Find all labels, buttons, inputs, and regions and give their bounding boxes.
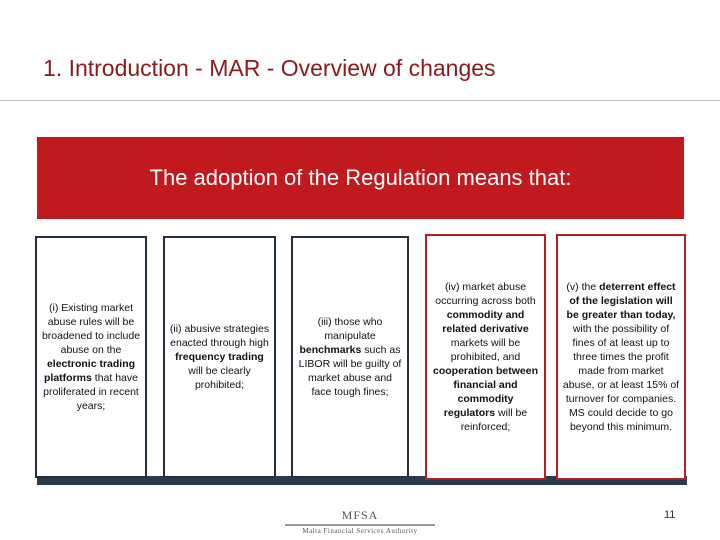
card-text: (i) Existing market abuse rules will be …	[41, 301, 141, 413]
card-text-segment: will be reinforced;	[460, 407, 528, 433]
card-benchmarks: (iii) those who manipulate benchmarks su…	[291, 236, 409, 478]
card-text-segment: (ii) abusive strategies enacted through …	[169, 323, 270, 349]
logo-tagline: Malta Financial Services Authority	[302, 527, 418, 535]
card-text-emphasis: deterrent effect of the legislation will…	[566, 281, 676, 321]
card-commodity-markets: (iv) market abuse occurring across both …	[425, 234, 546, 480]
card-text-segment: (i) Existing market abuse rules will be …	[41, 302, 141, 356]
banner: The adoption of the Regulation means tha…	[37, 137, 684, 219]
card-text-emphasis: frequency trading	[175, 351, 264, 363]
card-text-segment: will be clearly prohibited;	[188, 365, 251, 391]
card-text-segment: with the possibility of fines of at leas…	[562, 323, 680, 433]
card-text-emphasis: electronic trading platforms	[44, 358, 136, 384]
card-high-frequency-trading: (ii) abusive strategies enacted through …	[163, 236, 276, 478]
card-text: (ii) abusive strategies enacted through …	[169, 322, 270, 392]
card-text-segment: (iii) those who manipulate	[317, 316, 383, 342]
slide-title: 1. Introduction - MAR - Overview of chan…	[43, 55, 496, 81]
banner-text: The adoption of the Regulation means tha…	[149, 165, 572, 190]
card-text-segment: markets will be prohibited, and	[450, 337, 521, 363]
card-text: (iv) market abuse occurring across both …	[431, 280, 540, 434]
card-text-segment: (iv) market abuse occurring across both	[435, 281, 536, 307]
card-text-emphasis: cooperation between financial and commod…	[432, 365, 538, 419]
card-text-segment: that have proliferated in recent years;	[43, 372, 139, 412]
card-text-segment: (v) the	[566, 281, 600, 293]
cards-base-bar	[37, 476, 687, 485]
card-text-segment: such as LIBOR will be guilty of market a…	[298, 344, 402, 398]
card-text: (iii) those who manipulate benchmarks su…	[297, 315, 403, 399]
card-deterrent-effect: (v) the deterrent effect of the legislat…	[556, 234, 686, 480]
card-electronic-trading: (i) Existing market abuse rules will be …	[35, 236, 147, 478]
card-text: (v) the deterrent effect of the legislat…	[562, 280, 680, 434]
page-number: 11	[664, 509, 676, 521]
card-text-emphasis: commodity and related derivative	[442, 309, 529, 335]
logo-wordmark: MFSA	[341, 508, 379, 522]
logo-divider	[285, 524, 435, 526]
mfsa-logo: MFSA Malta Financial Services Authority	[285, 508, 435, 536]
title-divider	[0, 100, 720, 101]
card-text-emphasis: benchmarks	[299, 344, 362, 356]
